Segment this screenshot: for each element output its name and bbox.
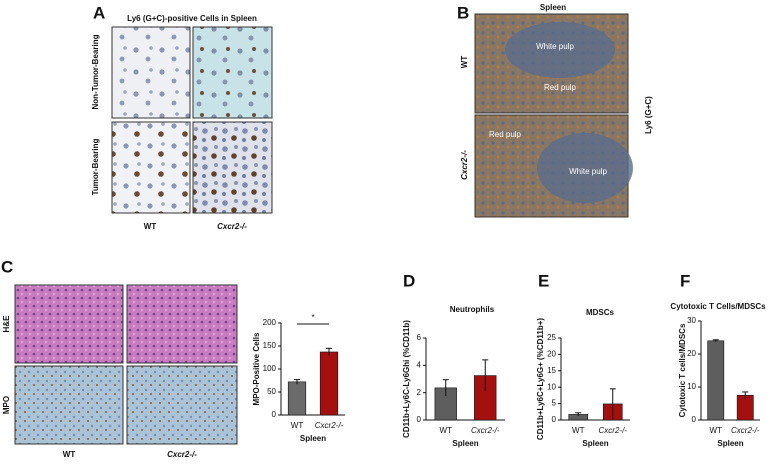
micrograph <box>14 284 124 364</box>
x-axis-label: Spleen <box>452 439 478 448</box>
y-axis-label: CD11b+Ly6C+Ly6G+ (%CD11b+) <box>536 318 545 440</box>
row-label: MPO <box>2 396 11 414</box>
y-axis-label: Cytotoxic T cells/MDSCs <box>678 323 687 417</box>
y-tick-label: 0 <box>417 415 422 424</box>
panel-label: A <box>93 3 105 22</box>
panel-label: B <box>457 3 469 22</box>
row-label: Cxcr2-/- <box>460 150 469 180</box>
x-tick-label: WT <box>710 426 723 435</box>
y-tick-label: 15 <box>547 366 556 375</box>
panel-label: E <box>538 271 549 290</box>
y-tick-label: 10 <box>687 382 696 391</box>
y-tick-label: 20 <box>687 349 696 358</box>
y-tick-label: 5 <box>552 399 557 408</box>
x-tick-label: WT <box>291 421 304 430</box>
col-label: Cxcr2-/- <box>217 222 247 231</box>
col-label: WT <box>144 222 157 231</box>
col-label: Cxcr2-/- <box>167 450 197 459</box>
micrograph <box>192 121 273 214</box>
region <box>505 22 615 78</box>
y-tick-label: 25 <box>547 333 556 342</box>
y-tick-label: 150 <box>263 341 277 350</box>
y-tick-label: 100 <box>263 364 277 373</box>
micrograph <box>111 121 191 214</box>
y-tick-label: 2 <box>417 388 422 397</box>
y-tick-label: 4 <box>417 360 422 369</box>
x-axis-label: Spleen <box>300 434 326 443</box>
y-tick-label: 10 <box>547 382 556 391</box>
y-tick-label: 0 <box>552 415 557 424</box>
bar <box>736 394 754 421</box>
panel-label: F <box>680 271 690 290</box>
row-label: Non-Tumor-Bearing <box>91 34 100 109</box>
chart-title: MDSCs <box>586 308 615 317</box>
x-tick-label: Cxcr2-/- <box>315 421 344 430</box>
bar <box>707 340 725 421</box>
y-tick-label: 20 <box>547 350 556 359</box>
y-tick-label: 0 <box>692 415 697 424</box>
x-tick-label: WT <box>572 426 585 435</box>
row-label: WT <box>460 56 469 69</box>
y-axis-label: MPO-Positive Cells <box>252 332 261 405</box>
panel-label: D <box>403 271 415 290</box>
x-tick-label: Cxcr2-/- <box>471 426 500 435</box>
x-tick-label: Cxcr2-/- <box>599 426 628 435</box>
y-tick-label: 50 <box>267 387 276 396</box>
x-tick-label: WT <box>440 426 453 435</box>
panel-b: B Spleen White pulp Red pulp Red pulp Wh… <box>457 3 653 218</box>
x-axis-label: Spleen <box>582 439 608 448</box>
y-tick-label: 30 <box>687 316 696 325</box>
x-axis-label: Spleen <box>717 439 743 448</box>
y-tick-label: 0 <box>272 410 277 419</box>
col-label: WT <box>63 450 76 459</box>
micrograph <box>14 365 124 445</box>
chart-title: Cytotoxic T Cells/MDSCs <box>670 302 766 311</box>
region <box>537 133 633 203</box>
panel-label: C <box>1 257 13 276</box>
bar <box>319 351 339 416</box>
significance-label: * <box>311 313 314 322</box>
panel-c: C H&E MPO WT Cxcr2-/- <box>1 257 238 459</box>
chart-title: Neutrophils <box>450 305 495 314</box>
panel-title: Ly6 (G+C)-positive Cells in Spleen <box>127 14 257 23</box>
bar <box>287 381 307 416</box>
region-label: Red pulp <box>544 83 577 92</box>
y-tick-label: 200 <box>263 318 277 327</box>
micrograph <box>126 365 238 445</box>
micrograph <box>192 26 273 119</box>
panel-title: Spleen <box>540 3 566 12</box>
region-label: White pulp <box>536 42 574 51</box>
y-axis-label: CD11b+Ly6C-Ly6Ghi (%CD11b) <box>402 320 411 438</box>
row-label: Tumor-Bearing <box>91 139 100 196</box>
stain-label: Ly6 (G+C) <box>644 96 653 134</box>
micrograph <box>111 26 191 119</box>
panel-a: A Ly6 (G+C)-positive Cells in Spleen Non… <box>91 3 273 231</box>
row-label: H&E <box>2 315 11 333</box>
y-tick-label: 6 <box>417 333 422 342</box>
region-label: Red pulp <box>489 130 522 139</box>
micrograph <box>126 284 238 364</box>
region-label: White pulp <box>569 167 607 176</box>
x-tick-label: Cxcr2-/- <box>731 426 760 435</box>
